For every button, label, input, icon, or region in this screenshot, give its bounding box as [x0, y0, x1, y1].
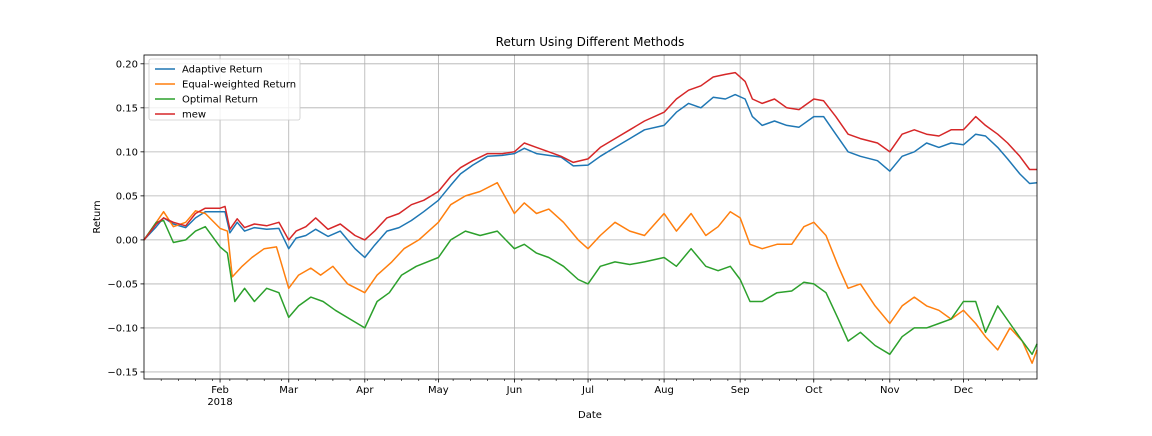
x-tick-label: Apr [356, 385, 374, 396]
x-tick-label: May [428, 385, 449, 396]
legend-label: Optimal Return [182, 95, 258, 106]
chart-title: Return Using Different Methods [496, 35, 685, 49]
y-tick-label: −0.10 [107, 323, 138, 334]
x-tick-label: Jun [506, 385, 523, 396]
x-tick-label: Feb [211, 385, 229, 396]
x-tick-label: Dec [954, 385, 973, 396]
x-tick-label: Nov [880, 385, 900, 396]
y-tick-label: 0.05 [116, 191, 138, 202]
y-tick-label: 0.20 [116, 59, 138, 70]
y-tick-label: −0.15 [107, 367, 138, 378]
x-tick-label: Aug [654, 385, 674, 396]
y-axis-label: Return [92, 200, 103, 233]
legend-box [148, 58, 301, 121]
x-tick-label: Sep [731, 385, 750, 396]
legend-label: Adaptive Return [182, 65, 263, 76]
plot-frame [143, 54, 1038, 380]
legend-label: Equal-weighted Return [182, 80, 296, 91]
y-tick-label: 0.10 [116, 147, 138, 158]
series-line-mew [143, 71, 1037, 241]
series-line-optimal-return [143, 219, 1038, 356]
series-line-equal-weighted-return [143, 181, 1038, 364]
series-lines [143, 71, 1038, 364]
x-axis-label: Date [578, 410, 602, 421]
y-tick-label: 0.00 [116, 235, 138, 246]
legend-label: mew [182, 110, 206, 121]
axes: −0.15 −0.10 −0.05 0.00 0.05 0.10 0.15 0.20 Feb20… [107, 54, 1038, 408]
x-tick-sublabel: 2018 [207, 397, 232, 408]
legend: Adaptive Return Equal-weighted Return Opti… [148, 58, 301, 121]
x-tick-label: Mar [279, 385, 299, 396]
y-tick-label: 0.15 [116, 103, 138, 114]
x-tick-label: Jul [581, 385, 594, 396]
series-line-adaptive-return [143, 93, 1038, 259]
y-tick-label: −0.05 [107, 279, 138, 290]
x-tick-label: Oct [805, 385, 822, 396]
